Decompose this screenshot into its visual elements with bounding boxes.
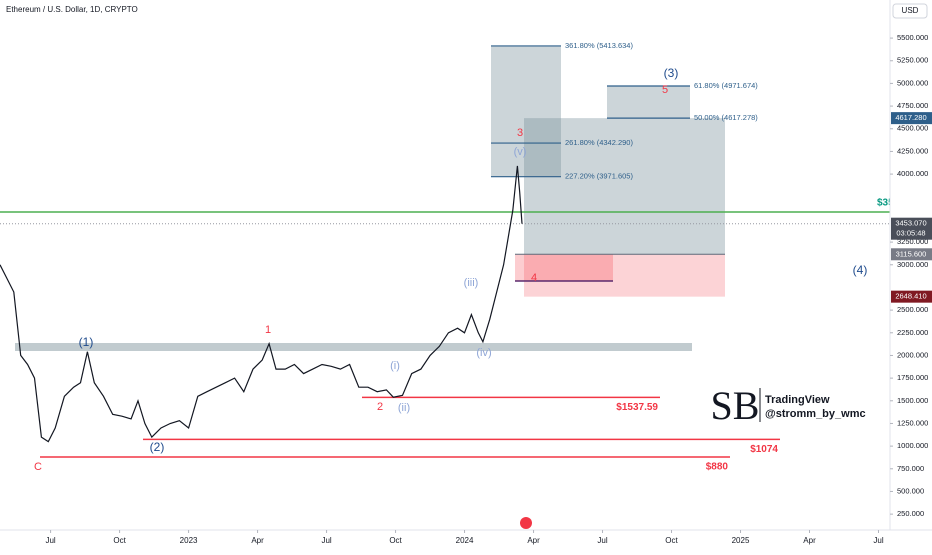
- wave-label: (i): [390, 360, 400, 372]
- wave-label: (v): [514, 146, 527, 158]
- y-tick-label: 1000.000: [897, 441, 928, 450]
- brand: TradingView: [765, 394, 830, 406]
- x-tick-label: Jul: [321, 536, 331, 545]
- wave-label: (ii): [398, 402, 410, 414]
- level-label: $1537.59: [616, 402, 658, 413]
- y-tick-label: 2250.000: [897, 328, 928, 337]
- fib-label: 227.20% (3971.605): [565, 172, 633, 181]
- y-tick-label: 750.000: [897, 464, 924, 473]
- chart-title: Ethereum / U.S. Dollar, 1D, CRYPTO: [6, 5, 138, 14]
- y-tick-label: 1750.000: [897, 373, 928, 382]
- countdown: 03:05:48: [896, 229, 925, 238]
- y-tick-label: 5250.000: [897, 56, 928, 65]
- x-tick-label: Jul: [597, 536, 607, 545]
- plot: 361.80% (5413.634) 261.80% (4342.290) 227.…: [0, 41, 894, 473]
- price-tag-label: 2648.410: [895, 292, 926, 301]
- y-tick-label: 500.000: [897, 486, 924, 495]
- y-tick-label: 250.000: [897, 509, 924, 518]
- wave-label: 5: [662, 84, 668, 96]
- x-tick-label: Oct: [113, 536, 126, 545]
- wave-label: (4): [853, 263, 868, 277]
- x-tick-label: Jul: [45, 536, 55, 545]
- fib-zone: [491, 45, 561, 177]
- event-flag: [520, 517, 532, 529]
- wave-label: (1): [79, 335, 94, 349]
- price-tag: [891, 290, 932, 303]
- x-tick-label: 2024: [456, 536, 474, 545]
- risk-zone: [524, 254, 725, 297]
- y-tick-label: 5000.000: [897, 78, 928, 87]
- handle: @stromm_by_wmc: [765, 408, 866, 420]
- wave-label: 4: [531, 272, 537, 284]
- y-tick-label: 1500.000: [897, 396, 928, 405]
- level-label: $880: [706, 462, 729, 473]
- support-band: [15, 343, 692, 351]
- wave-label: C: [34, 461, 42, 473]
- level-label: $35: [877, 198, 894, 209]
- level-label: $1074: [750, 444, 778, 455]
- x-tick-label: Oct: [389, 536, 402, 545]
- wave-label: (iv): [476, 347, 491, 359]
- x-tick-label: 2025: [732, 536, 750, 545]
- fib-zone: [607, 85, 690, 119]
- wave-label: (3): [664, 66, 679, 80]
- logo: SB: [711, 383, 760, 428]
- y-tick-label: 5500.000: [897, 33, 928, 42]
- y-tick-label: 3250.000: [897, 237, 928, 246]
- price-line: [0, 165, 523, 443]
- fib-label: 361.80% (5413.634): [565, 41, 633, 50]
- axes: 5500.0005250.0005000.0004750.0004500.000…: [45, 33, 932, 545]
- y-tick-label: 1250.000: [897, 418, 928, 427]
- price-tag: [891, 112, 932, 125]
- y-tick-label: 4250.000: [897, 146, 928, 155]
- y-tick-label: 2000.000: [897, 350, 928, 359]
- currency[interactable]: USD: [902, 6, 919, 15]
- y-tick-label: 4000.000: [897, 169, 928, 178]
- price-axis: [890, 0, 932, 550]
- wave-label: (2): [150, 440, 165, 454]
- fib-label: 261.80% (4342.290): [565, 138, 633, 147]
- current-price-label: 3453.070: [895, 219, 926, 228]
- y-tick-label: 4500.000: [897, 124, 928, 133]
- wave-label: (iii): [464, 277, 479, 289]
- fib-label: 61.80% (4971.674): [694, 81, 758, 90]
- wave-label: 1: [265, 324, 271, 336]
- x-tick-label: Apr: [803, 536, 816, 545]
- y-tick-label: 4750.000: [897, 101, 928, 110]
- y-tick-label: 3000.000: [897, 260, 928, 269]
- wave-label: 3: [517, 127, 523, 139]
- price-tag-label: 3115.600: [896, 249, 927, 258]
- x-tick-label: Apr: [251, 536, 264, 545]
- wave-label: 2: [377, 401, 383, 413]
- current-price-tag: [891, 217, 932, 240]
- x-tick-label: 2023: [180, 536, 198, 545]
- fib-label: 50.00% (4617.278): [694, 113, 758, 122]
- x-tick-label: Oct: [665, 536, 678, 545]
- y-tick-label: 2500.000: [897, 305, 928, 314]
- price-tag: [891, 248, 932, 261]
- wave-4-zone: [515, 254, 613, 281]
- x-tick-label: Apr: [527, 536, 540, 545]
- currency-button[interactable]: [892, 3, 928, 19]
- target-zone: [524, 118, 725, 255]
- x-tick-label: Jul: [873, 536, 883, 545]
- price-tag-label: 4617.280: [895, 113, 926, 122]
- drawings: [491, 45, 725, 297]
